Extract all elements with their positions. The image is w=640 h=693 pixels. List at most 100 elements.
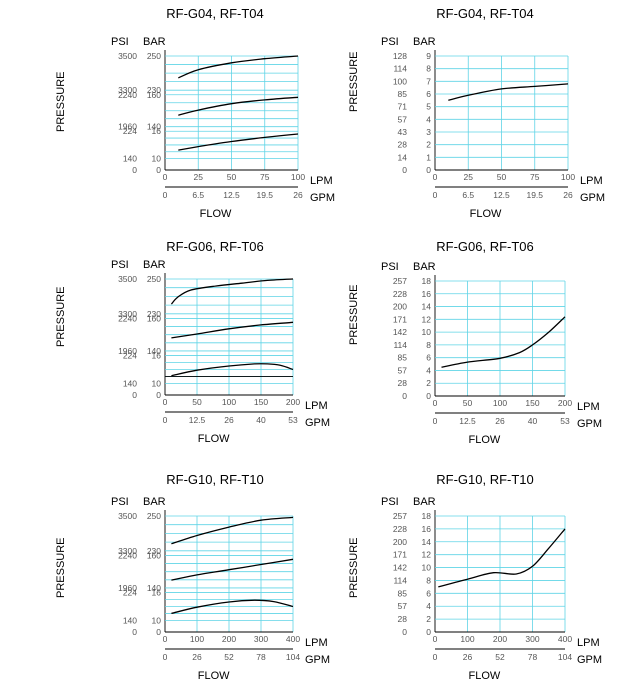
lpm-tick-label: 0: [163, 634, 168, 644]
gpm-tick-label: 78: [256, 652, 266, 662]
psi-tick-label: 128: [393, 51, 407, 61]
gpm-tick-label: 26: [463, 652, 473, 662]
gpm-tick-label: 53: [560, 416, 570, 426]
lpm-tick-label: 0: [163, 172, 168, 182]
bar-tick-label: 250: [147, 511, 161, 521]
bar-tick-label: 12: [422, 550, 432, 560]
gpm-tick-label: 6.5: [462, 190, 474, 200]
bar-tick-label: 2: [426, 378, 431, 388]
lpm-tick-label: 0: [433, 634, 438, 644]
flow-axis-label: FLOW: [470, 208, 502, 220]
gpm-tick-label: 0: [433, 416, 438, 426]
bar-tick-label: 140: [147, 583, 161, 593]
psi-tick-label: 43: [398, 127, 408, 137]
lpm-tick-label: 200: [558, 398, 572, 408]
bar-tick-label: 8: [426, 64, 431, 74]
gpm-axis-label: GPM: [305, 654, 330, 666]
bar-tick-label: 6: [426, 89, 431, 99]
bar-axis-label: BAR: [143, 496, 166, 508]
psi-tick-label: 3500: [118, 51, 137, 61]
bar-tick-label: 0: [426, 391, 431, 401]
gpm-tick-label: 26: [224, 415, 234, 425]
lpm-tick-label: 0: [163, 397, 168, 407]
lpm-tick-label: 50: [463, 398, 473, 408]
bar-tick-label: 0: [426, 165, 431, 175]
lpm-tick-label: 150: [525, 398, 539, 408]
bar-tick-label: 18: [422, 511, 432, 521]
bar-tick-label: 6: [426, 353, 431, 363]
psi-tick-label: 140: [123, 615, 137, 625]
lpm-tick-label: 100: [493, 398, 507, 408]
bar-tick-label: 0: [156, 165, 161, 175]
gpm-tick-label: 12.5: [493, 190, 510, 200]
pressure-curve: [171, 599, 294, 615]
chart-title: RF-G10, RF-T10: [166, 472, 264, 487]
bar-tick-label: 160: [147, 90, 161, 100]
lpm-tick-label: 0: [433, 398, 438, 408]
gpm-tick-label: 40: [528, 416, 538, 426]
lpm-tick-label: 200: [222, 634, 236, 644]
bar-tick-label: 14: [422, 537, 432, 547]
psi-tick-label: 100: [393, 76, 407, 86]
psi-tick-label: 257: [393, 276, 407, 286]
bar-tick-label: 2: [426, 140, 431, 150]
lpm-tick-label: 25: [464, 172, 474, 182]
lpm-tick-label: 25: [194, 172, 204, 182]
gpm-tick-label: 0: [163, 415, 168, 425]
gpm-tick-label: 12.5: [459, 416, 476, 426]
psi-tick-label: 85: [398, 588, 408, 598]
chart-title: RF-G10, RF-T10: [436, 472, 534, 487]
bar-tick-label: 14: [422, 302, 432, 312]
lpm-axis-label: LPM: [580, 175, 603, 187]
psi-tick-label: 0: [402, 391, 407, 401]
gpm-tick-label: 19.5: [526, 190, 543, 200]
pressure-curve: [171, 363, 294, 377]
pressure-curve: [438, 528, 566, 588]
gpm-axis-label: GPM: [577, 654, 602, 666]
lpm-tick-label: 0: [433, 172, 438, 182]
bar-tick-label: 10: [152, 615, 162, 625]
pressure-axis-label: PRESSURE: [55, 537, 67, 598]
lpm-tick-label: 100: [222, 397, 236, 407]
bar-tick-label: 4: [426, 114, 431, 124]
psi-tick-label: 3300: [118, 85, 137, 95]
bar-axis-label: BAR: [413, 36, 436, 48]
lpm-tick-label: 300: [254, 634, 268, 644]
bar-tick-label: 16: [422, 289, 432, 299]
bar-tick-label: 16: [152, 351, 162, 361]
bar-tick-label: 140: [147, 122, 161, 132]
psi-axis-label: PSI: [381, 261, 399, 273]
lpm-axis-label: LPM: [305, 400, 328, 412]
bar-axis-label: BAR: [413, 261, 436, 273]
bar-tick-label: 160: [147, 313, 161, 323]
gpm-tick-label: 0: [433, 652, 438, 662]
bar-tick-label: 250: [147, 51, 161, 61]
pressure-curve: [178, 96, 299, 116]
chart-title: RF-G06, RF-T06: [166, 239, 264, 254]
gpm-axis-label: GPM: [305, 417, 330, 429]
bar-tick-label: 16: [422, 524, 432, 534]
bar-tick-label: 230: [147, 309, 161, 319]
chart-3: RF-G06, RF-T06 PSI BAR PRESSURE 250 230 3500 33…: [55, 239, 330, 445]
lpm-axis-label: LPM: [305, 637, 328, 649]
psi-tick-label: 85: [398, 89, 408, 99]
psi-tick-label: 114: [393, 64, 407, 74]
lpm-tick-label: 100: [561, 172, 575, 182]
psi-tick-label: 228: [393, 524, 407, 534]
psi-tick-label: 224: [123, 351, 137, 361]
psi-tick-label: 142: [393, 563, 407, 573]
bar-tick-label: 10: [422, 327, 432, 337]
bar-axis-label: BAR: [143, 259, 166, 271]
gpm-axis-label: GPM: [577, 418, 602, 430]
pressure-curve: [178, 55, 299, 79]
pressure-curve: [448, 83, 569, 101]
lpm-tick-label: 75: [260, 172, 270, 182]
flow-axis-label: FLOW: [469, 670, 501, 682]
bar-tick-label: 4: [426, 365, 431, 375]
gpm-tick-label: 19.5: [256, 190, 273, 200]
pressure-axis-label: PRESSURE: [55, 286, 67, 347]
psi-axis-label: PSI: [381, 36, 399, 48]
pressure-curve: [170, 278, 294, 305]
psi-tick-label: 224: [123, 588, 137, 598]
